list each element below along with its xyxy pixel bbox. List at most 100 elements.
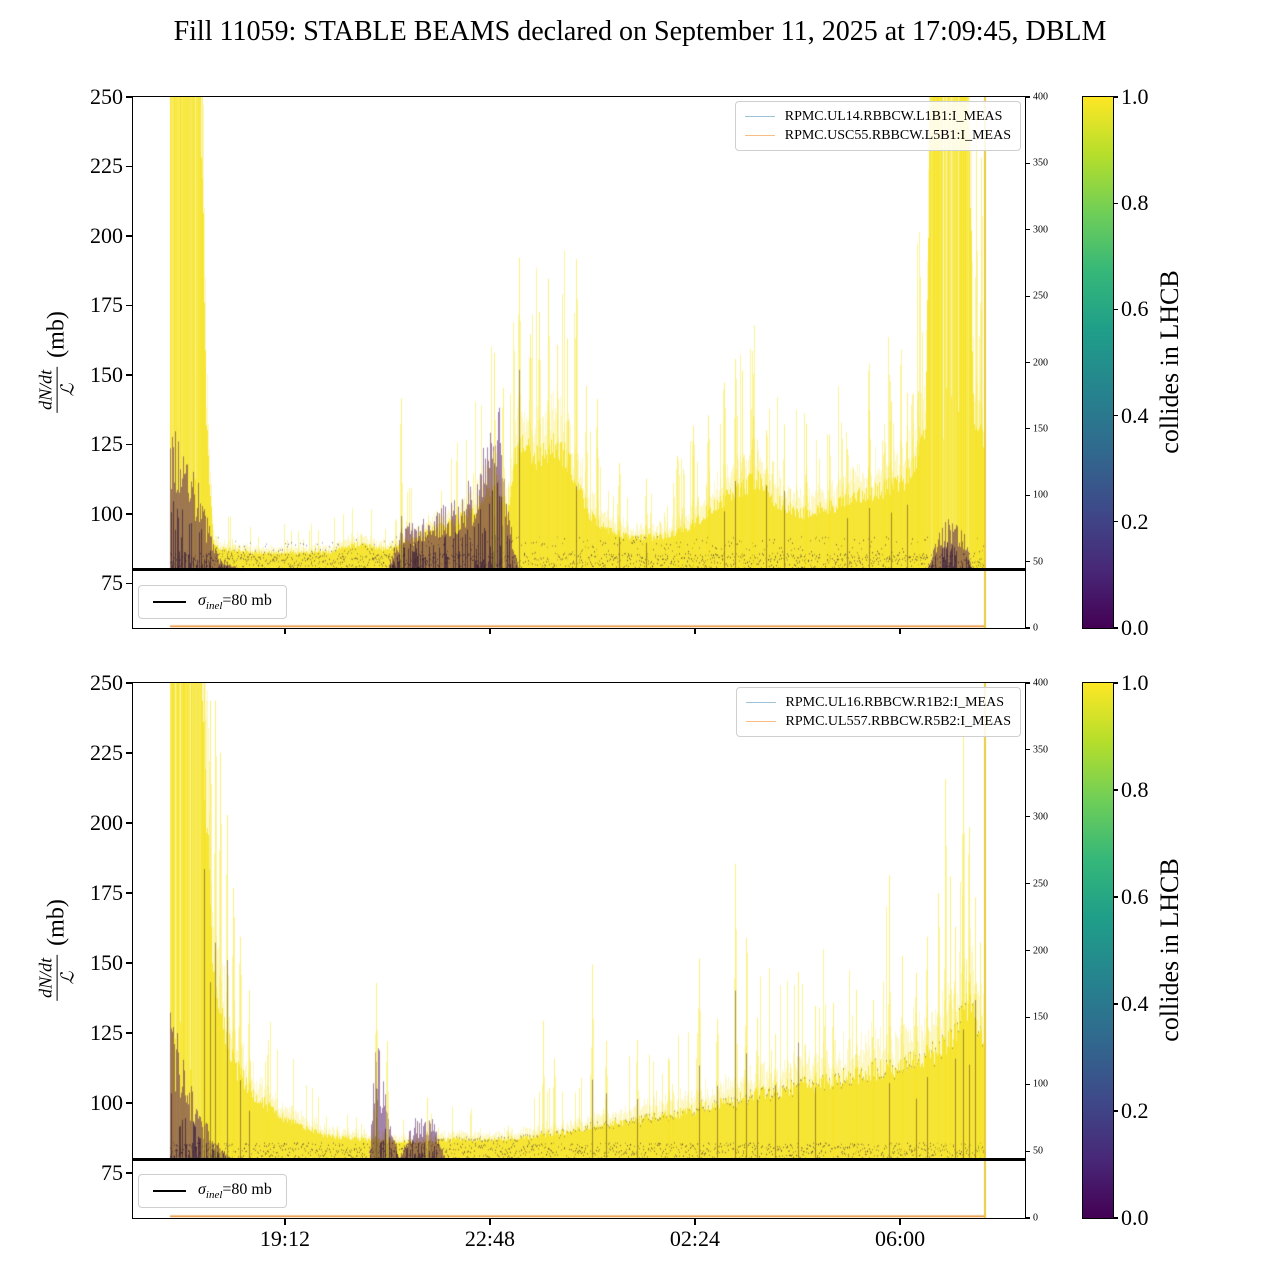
legend-entry: RPMC.USC55.RBBCW.L5B1:I_MEAS: [744, 126, 1011, 145]
x-tick-label: 06:00: [874, 1226, 926, 1251]
plot1-sigma-legend: σinel=80 mb: [138, 585, 287, 620]
x-tick-mark: [284, 1218, 286, 1225]
right-tick-mark: [1025, 229, 1030, 231]
colorbar-tick-mark: [1113, 308, 1118, 310]
ylabel-unit: (mb): [43, 899, 70, 946]
y-tick-mark: [126, 304, 133, 307]
x-tick-label: 19:12: [259, 1226, 311, 1251]
legend-entry-label: RPMC.UL557.RBBCW.R5B2:I_MEAS: [785, 713, 1011, 729]
plot2-colorbar-label: collides in LHCB: [1155, 858, 1184, 1042]
colorbar-tick-mark: [1113, 415, 1118, 417]
plot2-sigma-legend: σinel=80 mb: [138, 1174, 287, 1209]
legend-entry: RPMC.UL557.RBBCW.R5B2:I_MEAS: [745, 712, 1011, 731]
plot1-sigma-80mb-line: [133, 568, 1025, 571]
colorbar-tick-label: 0.8: [1121, 190, 1149, 216]
plot2-sigma-80mb-line: [133, 1158, 1025, 1161]
ylabel-unit: (mb): [43, 311, 70, 358]
right-tick-label: 400: [1033, 677, 1048, 689]
colorbar-tick-mark: [1113, 789, 1118, 791]
x-tick-mark: [694, 628, 696, 634]
plot2-ylabel: dN/dt ℒ (mb): [36, 899, 78, 1001]
colorbar-tick-label: 1.0: [1121, 84, 1149, 109]
y-tick-mark: [126, 682, 133, 684]
colorbar-tick-mark: [1113, 202, 1118, 204]
plot2-axes: RPMC.UL16.RBBCW.R1B2:I_MEAS RPMC.UL557.RB…: [132, 682, 1026, 1219]
y-tick-label: 100: [90, 500, 123, 526]
colorbar-tick-label: 0.0: [1121, 615, 1149, 640]
colorbar-tick-mark: [1113, 1110, 1118, 1112]
colorbar-tick-label: 0.4: [1121, 402, 1149, 428]
y-tick-mark: [126, 96, 133, 98]
sigma-line-swatch: [153, 601, 186, 604]
y-tick-label: 250: [90, 670, 123, 695]
colorbar-tick-label: 0.6: [1121, 296, 1149, 322]
right-tick-mark: [1025, 361, 1030, 364]
plot1-data-canvas: [133, 97, 1025, 628]
colorbar-tick-label: 1.0: [1121, 670, 1149, 695]
legend-line-swatch: [745, 721, 776, 722]
colorbar-tick-label: 0.6: [1121, 884, 1149, 909]
y-tick-label: 175: [90, 292, 123, 318]
right-tick-mark: [1025, 96, 1030, 98]
x-tick-mark: [694, 1218, 696, 1225]
colorbar-tick-label: 0.2: [1121, 508, 1149, 534]
y-tick-mark: [126, 443, 133, 446]
y-tick-mark: [126, 165, 133, 168]
right-tick-mark: [1025, 627, 1030, 629]
y-tick-label: 150: [90, 950, 123, 975]
ylabel-numerator: dN/dt: [36, 954, 58, 1001]
right-tick-label: 150: [1033, 423, 1048, 435]
right-tick-mark: [1025, 1217, 1030, 1219]
y-tick-mark: [126, 513, 133, 515]
colorbar-tick-mark: [1113, 1217, 1118, 1219]
y-tick-label: 250: [90, 84, 123, 109]
right-tick-label: 250: [1033, 290, 1048, 302]
right-tick-label: 0: [1033, 1212, 1038, 1224]
right-tick-mark: [1025, 494, 1030, 496]
y-tick-mark: [126, 892, 133, 894]
x-tick-mark: [899, 1218, 901, 1225]
right-tick-mark: [1025, 561, 1030, 563]
right-tick-label: 0: [1033, 622, 1038, 634]
y-tick-mark: [126, 1032, 133, 1034]
right-tick-label: 50: [1033, 556, 1043, 568]
right-tick-mark: [1025, 1150, 1030, 1152]
plot1-colorbar: [1082, 96, 1114, 629]
plot1-colorbar-label: collides in LHCB: [1155, 270, 1184, 454]
x-tick-label: 02:24: [669, 1226, 721, 1251]
right-tick-mark: [1025, 295, 1030, 297]
legend-entry-label: RPMC.USC55.RBBCW.L5B1:I_MEAS: [784, 127, 1011, 143]
y-tick-mark: [126, 822, 133, 824]
y-tick-label: 150: [90, 361, 123, 387]
x-tick-mark: [284, 628, 286, 634]
y-tick-label: 125: [90, 1020, 123, 1045]
right-tick-label: 100: [1033, 489, 1048, 501]
colorbar-tick-label: 0.8: [1121, 777, 1149, 802]
right-tick-mark: [1025, 682, 1030, 684]
y-tick-label: 200: [90, 810, 123, 835]
sigma-line-swatch: [153, 1190, 186, 1193]
colorbar-tick-label: 0.4: [1121, 991, 1149, 1016]
legend-entry: RPMC.UL14.RBBCW.L1B1:I_MEAS: [744, 107, 1011, 126]
legend-entry-label: RPMC.UL16.RBBCW.R1B2:I_MEAS: [785, 694, 1004, 710]
sigma-legend-label: σinel=80 mb: [198, 1181, 272, 1202]
right-tick-label: 150: [1033, 1011, 1048, 1023]
colorbar-tick-mark: [1113, 96, 1118, 98]
colorbar-tick-mark: [1113, 896, 1118, 898]
y-tick-label: 225: [90, 153, 123, 179]
y-tick-label: 200: [90, 222, 123, 248]
legend-entry-label: RPMC.UL14.RBBCW.L1B1:I_MEAS: [784, 108, 1003, 124]
plot1-ylabel: dN/dt ℒ (mb): [36, 311, 78, 413]
figure-title: Fill 11059: STABLE BEAMS declared on Sep…: [173, 16, 1107, 47]
right-tick-mark: [1025, 1016, 1030, 1018]
y-tick-mark: [126, 1102, 133, 1104]
right-tick-label: 200: [1033, 357, 1048, 368]
colorbar-tick-mark: [1113, 627, 1118, 629]
right-tick-mark: [1025, 1083, 1030, 1085]
right-tick-mark: [1025, 883, 1030, 885]
right-tick-mark: [1025, 162, 1030, 164]
y-tick-mark: [126, 752, 133, 754]
right-tick-label: 300: [1033, 811, 1048, 823]
y-tick-label: 75: [101, 1160, 123, 1185]
